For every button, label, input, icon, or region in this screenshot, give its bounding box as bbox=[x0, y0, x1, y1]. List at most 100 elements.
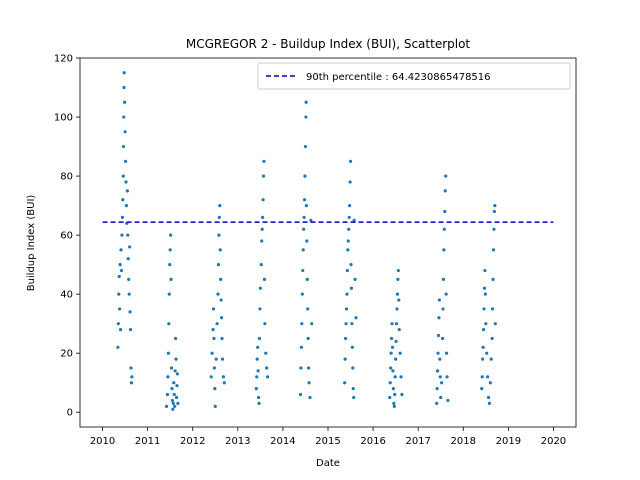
data-point bbox=[302, 215, 306, 220]
data-point bbox=[118, 263, 122, 267]
data-point bbox=[127, 292, 131, 296]
x-axis-label: Date bbox=[316, 458, 340, 469]
data-point bbox=[120, 215, 124, 220]
data-point bbox=[213, 387, 217, 391]
data-point bbox=[308, 395, 312, 400]
data-point bbox=[122, 85, 126, 90]
data-point bbox=[304, 115, 308, 119]
data-point bbox=[218, 204, 222, 208]
data-point bbox=[212, 366, 216, 370]
data-point bbox=[211, 327, 215, 332]
data-point bbox=[492, 227, 496, 231]
data-point bbox=[305, 277, 309, 281]
data-point bbox=[116, 345, 120, 349]
data-point bbox=[493, 322, 497, 326]
data-point bbox=[218, 248, 222, 252]
data-point bbox=[258, 307, 262, 311]
data-point bbox=[169, 366, 174, 370]
data-point bbox=[484, 322, 488, 326]
data-point bbox=[168, 248, 172, 252]
data-point bbox=[116, 322, 120, 326]
data-point bbox=[128, 245, 132, 249]
data-point bbox=[352, 395, 356, 400]
data-point bbox=[399, 375, 403, 379]
data-point bbox=[440, 381, 444, 385]
data-point bbox=[217, 215, 221, 220]
x-tick-label: 2011 bbox=[135, 436, 160, 447]
data-point bbox=[441, 307, 445, 311]
data-point bbox=[393, 375, 397, 379]
data-point bbox=[254, 387, 258, 391]
data-point bbox=[219, 277, 223, 281]
data-points bbox=[116, 71, 497, 411]
y-tick-label: 80 bbox=[60, 172, 73, 183]
x-tick-label: 2016 bbox=[360, 436, 385, 447]
data-point bbox=[482, 286, 487, 290]
data-point bbox=[172, 392, 176, 397]
data-point bbox=[257, 336, 262, 341]
data-point bbox=[300, 292, 304, 296]
data-point bbox=[486, 395, 491, 400]
season-4-points bbox=[254, 159, 270, 405]
data-point bbox=[346, 239, 350, 243]
data-point bbox=[438, 357, 442, 361]
data-point bbox=[256, 369, 260, 373]
data-point bbox=[444, 292, 448, 296]
data-point bbox=[220, 336, 224, 341]
plot-background bbox=[80, 58, 576, 427]
axes: 2010 2011 2012 2013 2014 2015 2016 2017 2018 2019… bbox=[54, 54, 577, 447]
y-tick-label: 20 bbox=[60, 349, 73, 360]
data-point bbox=[176, 401, 180, 405]
data-point bbox=[121, 144, 126, 149]
data-point bbox=[485, 351, 489, 355]
data-point bbox=[260, 227, 264, 231]
x-tick-label: 2010 bbox=[90, 436, 115, 447]
data-point bbox=[169, 277, 173, 281]
data-point bbox=[488, 381, 492, 385]
data-point bbox=[301, 248, 305, 252]
data-point bbox=[489, 357, 493, 361]
data-point bbox=[117, 292, 121, 296]
data-point bbox=[306, 307, 310, 311]
data-point bbox=[301, 268, 305, 273]
data-point bbox=[443, 189, 447, 193]
data-point bbox=[210, 351, 214, 355]
y-tick-label: 40 bbox=[60, 290, 73, 301]
chart-title: MCGREGOR 2 - Buildup Index (BUI), Scatte… bbox=[186, 37, 471, 51]
data-point bbox=[442, 248, 446, 252]
data-point bbox=[304, 100, 308, 104]
data-point bbox=[306, 336, 310, 341]
data-point bbox=[124, 204, 129, 208]
data-point bbox=[169, 233, 173, 237]
data-point bbox=[444, 351, 449, 355]
data-point bbox=[118, 307, 122, 311]
data-point bbox=[480, 375, 484, 379]
data-point bbox=[351, 387, 355, 391]
data-point bbox=[483, 268, 487, 273]
data-point bbox=[119, 248, 123, 252]
data-point bbox=[219, 298, 223, 302]
data-point bbox=[446, 398, 450, 403]
data-point bbox=[349, 286, 354, 290]
data-point bbox=[214, 357, 218, 361]
data-point bbox=[257, 401, 261, 405]
data-point bbox=[345, 292, 349, 296]
data-point bbox=[171, 401, 175, 405]
data-point bbox=[394, 322, 399, 326]
data-point bbox=[351, 366, 355, 370]
data-point bbox=[352, 218, 356, 222]
y-tick-label: 60 bbox=[60, 231, 73, 242]
data-point bbox=[481, 357, 485, 361]
data-point bbox=[175, 384, 179, 388]
data-point bbox=[123, 100, 127, 104]
data-point bbox=[126, 257, 130, 261]
data-point bbox=[259, 263, 263, 267]
data-point bbox=[390, 345, 395, 349]
season-9-points bbox=[480, 204, 497, 405]
data-point bbox=[263, 322, 267, 326]
data-point bbox=[435, 401, 439, 405]
data-point bbox=[173, 369, 177, 373]
season-3-points bbox=[209, 204, 226, 408]
data-point bbox=[216, 263, 221, 267]
